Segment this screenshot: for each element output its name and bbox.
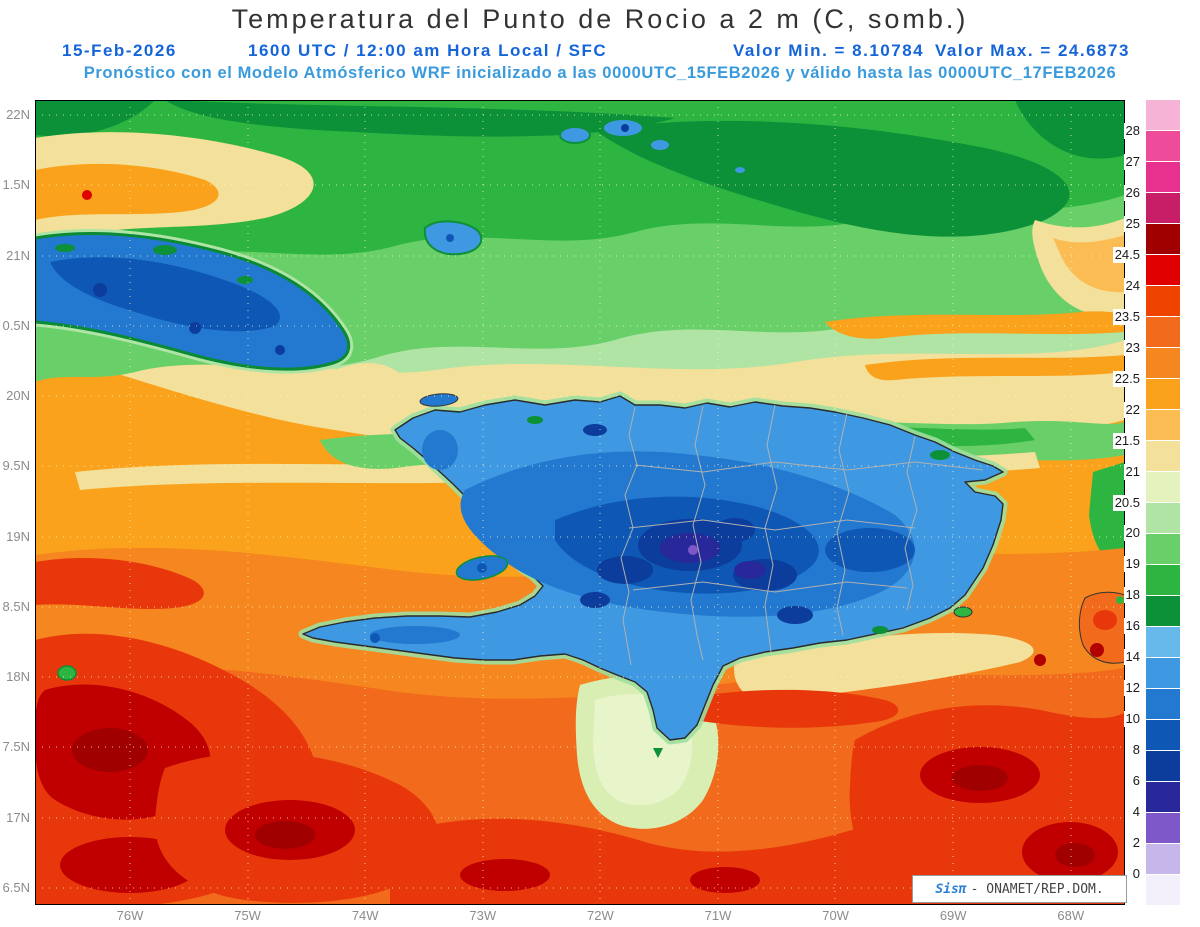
lon-label: 69W <box>939 908 967 923</box>
colorbar-cell <box>1146 751 1180 781</box>
colorbar-cell <box>1146 596 1180 626</box>
colorbar-label: 10 <box>1123 711 1142 728</box>
colorbar-label: 19 <box>1123 556 1142 573</box>
header-max-value: Valor Max. = 24.6873 <box>935 41 1130 60</box>
puerto-rico-fragment <box>1078 591 1126 664</box>
colorbar-cell <box>1146 472 1180 502</box>
lon-label: 75W <box>234 908 261 923</box>
lon-label: 68W <box>1057 908 1085 923</box>
colorbar-cell <box>1146 658 1180 688</box>
colorbar-label: 22.5 <box>1112 370 1142 387</box>
colorbar-cell <box>1146 782 1180 812</box>
colorbar-cell <box>1146 627 1180 657</box>
beata-island <box>653 748 663 758</box>
brand-logo: Sisπ <box>935 881 967 897</box>
colorbar-cell <box>1146 813 1180 843</box>
admin-borders <box>620 404 984 666</box>
turks-island <box>559 126 591 144</box>
colorbar-cell <box>1146 441 1180 471</box>
colorbar-label: 2 <box>1130 835 1142 852</box>
lat-label: 19N <box>6 528 30 544</box>
south-hot-cells <box>35 558 1125 905</box>
bahamas-islands <box>423 118 747 256</box>
lat-label: 20N <box>6 388 30 404</box>
colorbar-cell <box>1146 875 1180 905</box>
colorbar-label: 16 <box>1123 618 1142 635</box>
colorbar-cell <box>1146 689 1180 719</box>
lat-label: 9.5N <box>2 458 30 474</box>
lat-label: 1.5N <box>2 177 30 193</box>
colorbar-label: 22 <box>1123 401 1142 418</box>
colorbar-label: 18 <box>1123 587 1142 604</box>
colorbar-label: 24 <box>1123 277 1142 294</box>
colorbar-cell <box>1146 565 1180 595</box>
lat-label: 18N <box>6 669 30 685</box>
header-min-value: Valor Min. = 8.10784 <box>733 41 925 60</box>
lon-label: 70W <box>822 908 849 923</box>
cuba-landmass <box>30 229 354 374</box>
colorbar-cell <box>1146 844 1180 874</box>
lat-label: 6.5N <box>2 879 30 895</box>
colorbar-label: 8 <box>1130 742 1142 759</box>
model-line: Pronóstico con el Modelo Atmósferico WRF… <box>83 64 1117 82</box>
colorbar-cell <box>1146 720 1180 750</box>
colorbar-label: 25 <box>1123 215 1142 232</box>
colorbar-label: 0 <box>1130 866 1142 883</box>
colorbar-label: 20 <box>1123 525 1142 542</box>
lat-label: 22N <box>6 107 30 122</box>
colorbar-label: 21.5 <box>1112 432 1142 449</box>
colorbar-label: 6 <box>1130 773 1142 790</box>
colorbar-cell <box>1146 100 1180 130</box>
colorbar-cell <box>1146 131 1180 161</box>
colorbar-cell <box>1146 224 1180 254</box>
colorbar-label: 26 <box>1123 184 1142 201</box>
lon-label: 71W <box>704 908 732 923</box>
forecast-map <box>30 100 1126 905</box>
watermark-text: - ONAMET/REP.DOM. <box>970 881 1104 897</box>
colorbar-label: 21 <box>1123 463 1142 480</box>
colorbar-label: 23.5 <box>1112 308 1142 325</box>
header-time-info: 1600 UTC / 12:00 am Hora Local / SFC <box>248 41 608 60</box>
colorbar-label: 4 <box>1130 804 1142 821</box>
colorbar-label: 12 <box>1123 680 1142 697</box>
colorbar-label: 23 <box>1123 339 1142 356</box>
header-date: 15-Feb-2026 <box>62 41 177 60</box>
lon-label: 76W <box>116 908 144 923</box>
hispaniola-landmass <box>298 391 1008 745</box>
colorbar-cell <box>1146 379 1180 409</box>
colorbar-cell <box>1146 162 1180 192</box>
colorbar-cell <box>1146 534 1180 564</box>
colorbar-label: 20.5 <box>1112 494 1142 511</box>
lon-label: 73W <box>469 908 497 923</box>
map-frame <box>30 100 1126 905</box>
lat-label: 8.5N <box>2 598 30 614</box>
colorbar-label: 28 <box>1123 122 1142 139</box>
colorbar-cell <box>1146 348 1180 378</box>
lat-label: 7.5N <box>2 739 30 755</box>
colorbar-cell <box>1146 503 1180 533</box>
lon-label: 74W <box>351 908 379 923</box>
satellite-islands <box>419 393 973 758</box>
saona-island <box>953 606 973 618</box>
lat-label: 17N <box>6 809 30 825</box>
colorbar-label: 24.5 <box>1112 246 1142 263</box>
lon-label: 72W <box>587 908 614 923</box>
colorbar-cell <box>1146 255 1180 285</box>
colorbar-label: 27 <box>1123 153 1142 170</box>
page-title: Temperatura del Punto de Rocio a 2 m (C,… <box>231 4 969 34</box>
colorbar <box>1146 100 1180 905</box>
colorbar-cell <box>1146 410 1180 440</box>
navassa-island <box>57 665 77 681</box>
lat-label: 21N <box>6 247 30 263</box>
lat-label: 0.5N <box>2 317 30 333</box>
tortuga-island <box>419 393 459 407</box>
watermark: Sisπ - ONAMET/REP.DOM. <box>912 875 1127 903</box>
colorbar-cell <box>1146 317 1180 347</box>
colorbar-cell <box>1146 286 1180 316</box>
colorbar-label: 14 <box>1123 649 1142 666</box>
colorbar-cell <box>1146 193 1180 223</box>
